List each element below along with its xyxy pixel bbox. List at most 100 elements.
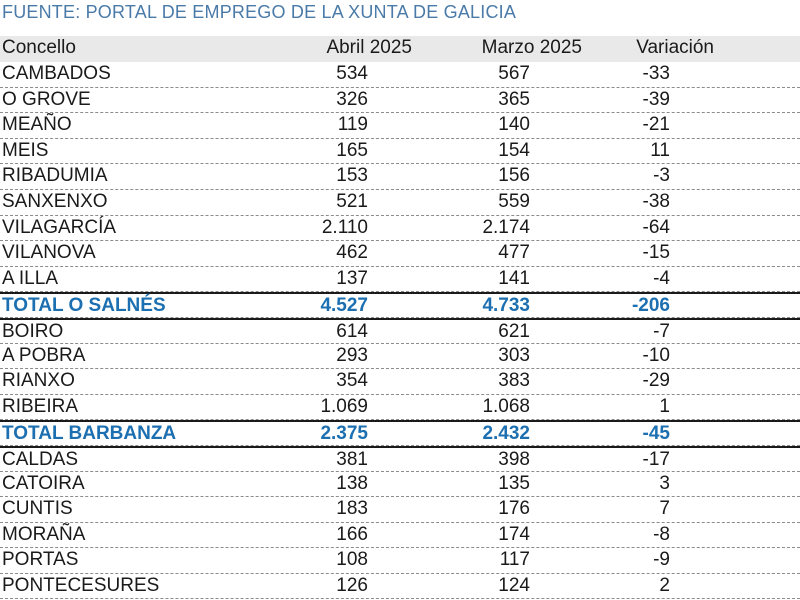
cell-abril: 534 (336, 63, 368, 84)
cell-concello: PORTAS (2, 549, 79, 571)
table-row: MEAÑO 119 140 -21 (0, 113, 800, 139)
cell-variacion: 1 (659, 395, 670, 417)
table-row: RIBEIRA 1.069 1.068 1 (0, 395, 800, 421)
table-row: SANXENXO 521 559 -38 (0, 190, 800, 216)
cell-concello: VILANOVA (2, 242, 96, 264)
cell-variacion: -17 (642, 448, 670, 470)
cell-concello: MEAÑO (2, 114, 72, 136)
cell-abril: 166 (336, 523, 368, 545)
table-row: VILANOVA 462 477 -15 (0, 241, 800, 267)
cell-concello: CATOIRA (2, 472, 85, 494)
cell-abril: 521 (336, 190, 368, 212)
table-row: CAMBADOS 534 567 -33 (0, 62, 800, 88)
cell-abril: 138 (336, 472, 368, 494)
cell-marzo: 117 (499, 549, 530, 571)
cell-abril: 2.110 (321, 216, 368, 238)
cell-concello: MORAÑA (2, 523, 86, 545)
cell-variacion: -4 (653, 267, 670, 289)
cell-marzo: 303 (498, 344, 530, 366)
table-row: PORTAS 108 117 -9 (0, 548, 800, 574)
cell-variacion: -15 (642, 242, 670, 264)
cell-variacion: -3 (653, 165, 670, 187)
cell-variacion: -45 (642, 423, 670, 445)
cell-marzo: 4.733 (482, 295, 530, 317)
cell-concello: RIBADUMIA (2, 165, 108, 187)
header-marzo: Marzo 2025 (481, 37, 582, 58)
cell-abril: 4.527 (320, 295, 368, 317)
cell-variacion: -10 (642, 344, 670, 366)
cell-abril: 165 (336, 139, 368, 161)
cell-concello: CUNTIS (2, 498, 73, 520)
cell-concello: CAMBADOS (2, 63, 111, 84)
cell-variacion: 11 (650, 139, 670, 161)
cell-variacion: -7 (653, 320, 670, 342)
cell-abril: 137 (336, 267, 368, 289)
cell-variacion: -9 (653, 549, 670, 571)
table-row: VILAGARCÍA 2.110 2.174 -64 (0, 216, 800, 242)
cell-variacion: -38 (642, 190, 670, 212)
cell-variacion: 7 (659, 498, 670, 520)
cell-marzo: 621 (498, 320, 530, 342)
table-row: A ILLA 137 141 -4 (0, 267, 800, 293)
cell-variacion: 2 (659, 574, 670, 596)
cell-variacion: -21 (642, 114, 670, 136)
cell-variacion: -29 (642, 370, 670, 392)
cell-abril: 1.069 (320, 395, 368, 417)
cell-abril: 108 (336, 549, 368, 571)
total-row: TOTAL BARBANZA 2.375 2.432 -45 (0, 420, 800, 446)
cell-concello: SANXENXO (2, 190, 108, 212)
table-header: Concello Abril 2025 Marzo 2025 Variación (0, 36, 800, 62)
cell-variacion: -64 (642, 216, 670, 238)
cell-marzo: 141 (498, 267, 530, 289)
cell-marzo: 2.174 (482, 216, 530, 238)
table-row: BOIRO 614 621 -7 (0, 317, 800, 344)
cell-concello: TOTAL O SALNÉS (2, 295, 166, 317)
cell-abril: 2.375 (320, 423, 368, 445)
cell-abril: 153 (336, 165, 368, 187)
table-row: MORAÑA 166 174 -8 (0, 523, 800, 549)
cell-marzo: 383 (498, 370, 530, 392)
source-caption: FUENTE: PORTAL DE EMPREGO DE LA XUNTA DE… (2, 2, 517, 22)
cell-marzo: 2.432 (482, 423, 530, 445)
table-row: RIANXO 354 383 -29 (0, 369, 800, 395)
cell-concello: BOIRO (2, 320, 64, 342)
cell-abril: 119 (337, 114, 368, 136)
cell-variacion: 3 (659, 472, 670, 494)
cell-abril: 354 (336, 370, 368, 392)
header-variacion: Variación (636, 37, 714, 58)
cell-concello: A ILLA (2, 267, 58, 289)
cell-concello: VILAGARCÍA (2, 216, 117, 238)
header-concello: Concello (2, 37, 76, 58)
cell-concello: RIANXO (2, 370, 75, 392)
total-row: TOTAL O SALNÉS 4.527 4.733 -206 (0, 292, 800, 318)
cell-marzo: 176 (498, 498, 530, 520)
cell-concello: TOTAL BARBANZA (2, 423, 177, 445)
cell-concello: PONTECESURES (2, 574, 160, 596)
cell-marzo: 135 (498, 472, 530, 494)
data-table: Concello Abril 2025 Marzo 2025 Variación… (0, 36, 800, 600)
cell-abril: 614 (336, 320, 368, 342)
cell-concello: A POBRA (2, 344, 86, 366)
table-row: A POBRA 293 303 -10 (0, 344, 800, 370)
cell-variacion: -33 (642, 63, 670, 84)
cell-marzo: 154 (498, 139, 530, 161)
cell-marzo: 365 (498, 88, 530, 110)
cell-abril: 183 (336, 498, 368, 520)
cell-abril: 326 (336, 88, 368, 110)
cell-concello: O GROVE (2, 88, 91, 110)
table-body: CAMBADOS 534 567 -33 O GROVE 326 365 -39 MEAÑO 11… (0, 62, 800, 600)
cell-marzo: 559 (498, 190, 530, 212)
table-row: RIBADUMIA 153 156 -3 (0, 164, 800, 190)
cell-marzo: 477 (498, 242, 530, 264)
table-row: O GROVE 326 365 -39 (0, 88, 800, 114)
cell-concello: RIBEIRA (2, 395, 79, 417)
cell-marzo: 140 (498, 114, 530, 136)
cell-marzo: 1.068 (482, 395, 530, 417)
cell-abril: 462 (336, 242, 368, 264)
cell-concello: MEIS (2, 139, 49, 161)
cell-marzo: 567 (498, 63, 530, 84)
cell-abril: 126 (336, 574, 368, 596)
table-row: PONTECESURES 126 124 2 (0, 574, 800, 600)
table-row: CATOIRA 138 135 3 (0, 472, 800, 498)
cell-variacion: -39 (642, 88, 670, 110)
